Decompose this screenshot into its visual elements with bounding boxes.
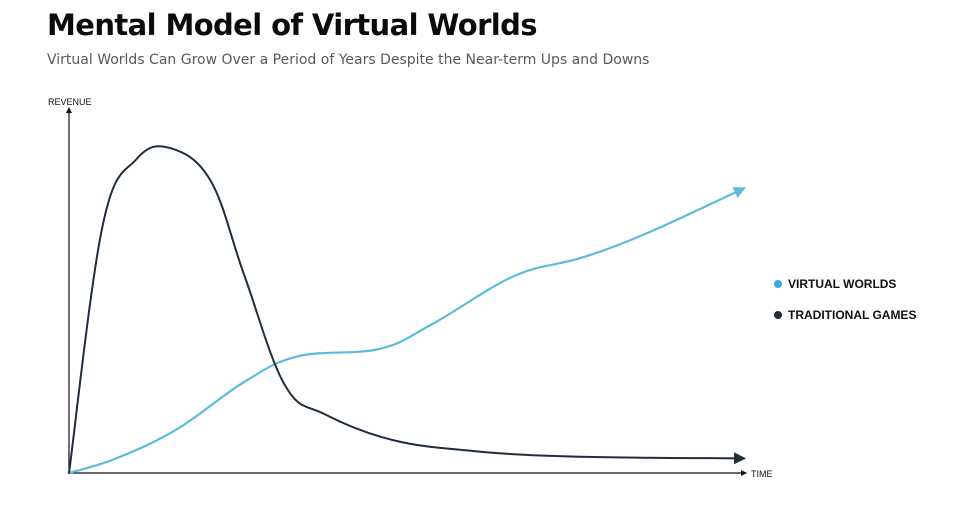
y-axis-label: REVENUE	[48, 97, 92, 107]
legend-label-virtual-worlds: VIRTUAL WORLDS	[788, 277, 897, 291]
series-line-traditional-games	[68, 145, 746, 474]
legend-dot-virtual-worlds	[774, 280, 782, 288]
legend: VIRTUAL WORLDS TRADITIONAL GAMES	[774, 276, 916, 338]
chart-title: Mental Model of Virtual Worlds	[47, 8, 538, 42]
series-line-virtual-worlds	[67, 187, 746, 475]
legend-dot-traditional-games	[774, 311, 782, 319]
legend-item-traditional-games: TRADITIONAL GAMES	[774, 307, 916, 323]
series-layer	[67, 145, 746, 475]
x-axis-label: TIME	[751, 469, 773, 479]
legend-item-virtual-worlds: VIRTUAL WORLDS	[774, 276, 916, 292]
legend-label-traditional-games: TRADITIONAL GAMES	[788, 308, 917, 322]
chart-subtitle: Virtual Worlds Can Grow Over a Period of…	[47, 52, 650, 68]
